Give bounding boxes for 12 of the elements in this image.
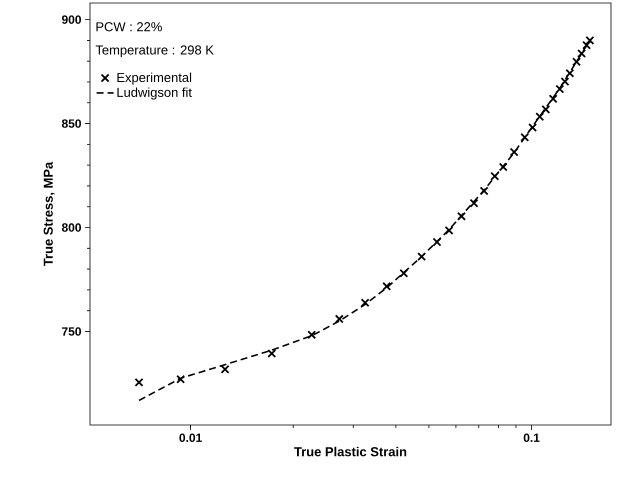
x-axis-title: True Plastic Strain bbox=[294, 446, 406, 456]
annotation: Temperature : 298 K bbox=[96, 45, 214, 58]
y-tick-label: 900 bbox=[62, 15, 81, 24]
y-axis-title: True Stress, MPa bbox=[44, 162, 55, 266]
y-tick-label: 750 bbox=[62, 327, 81, 336]
legend-label: Experimental bbox=[117, 72, 192, 85]
x-tick-label: 0.01 bbox=[179, 434, 202, 442]
y-tick-label: 800 bbox=[62, 223, 81, 232]
annotation: PCW : 22% bbox=[96, 22, 162, 32]
x-tick-label: 0.1 bbox=[524, 434, 540, 442]
y-tick-label: 850 bbox=[62, 119, 81, 128]
legend-label: Ludwigson fit bbox=[117, 87, 192, 100]
